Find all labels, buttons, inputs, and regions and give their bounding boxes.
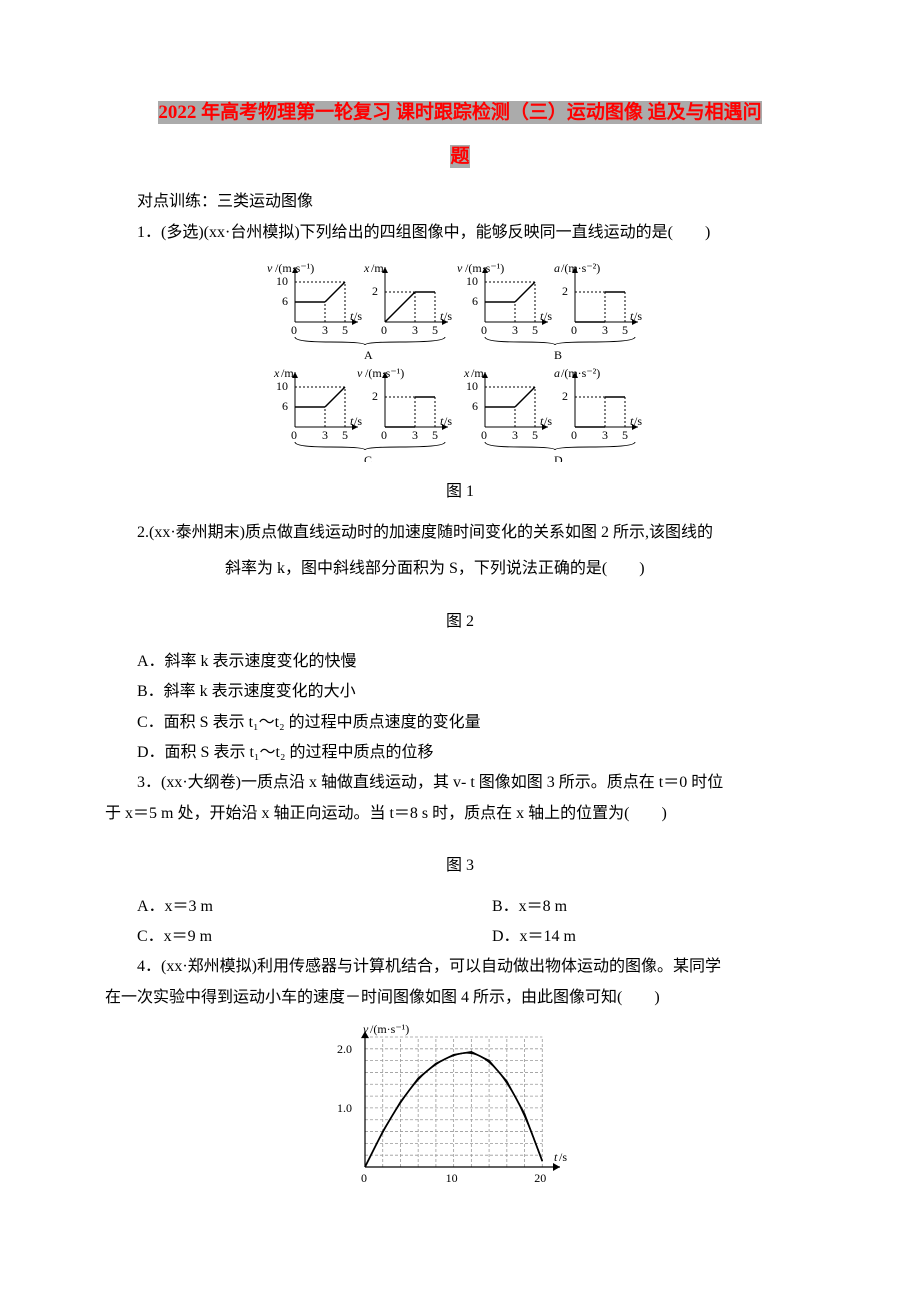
svg-text:3: 3 <box>412 428 418 442</box>
svg-text:6: 6 <box>472 399 478 413</box>
svg-text:3: 3 <box>322 323 328 337</box>
svg-text:a: a <box>554 366 560 380</box>
q2-optB: B．斜率 k 表示速度变化的大小 <box>105 677 815 707</box>
svg-text:/s: /s <box>444 309 452 323</box>
svg-text:/(m·s⁻¹): /(m·s⁻¹) <box>275 261 314 275</box>
svg-text:3: 3 <box>512 428 518 442</box>
svg-text:/(m·s⁻¹): /(m·s⁻¹) <box>370 1022 409 1036</box>
svg-text:5: 5 <box>342 428 348 442</box>
svg-text:5: 5 <box>622 428 628 442</box>
q2-optA: A．斜率 k 表示速度变化的快慢 <box>105 647 815 677</box>
svg-text:6: 6 <box>282 294 288 308</box>
svg-text:x: x <box>463 366 470 380</box>
svg-text:3: 3 <box>602 428 608 442</box>
svg-text:/m: /m <box>471 366 484 380</box>
q3-optB: B．x＝8 m <box>460 892 815 922</box>
svg-text:v: v <box>457 261 463 275</box>
svg-text:v: v <box>267 261 273 275</box>
svg-text:2: 2 <box>372 284 378 298</box>
svg-text:0: 0 <box>571 323 577 337</box>
svg-text:5: 5 <box>432 428 438 442</box>
svg-text:5: 5 <box>622 323 628 337</box>
svg-text:5: 5 <box>532 323 538 337</box>
svg-text:/(m·s⁻¹): /(m·s⁻¹) <box>365 366 404 380</box>
svg-text:2: 2 <box>372 389 378 403</box>
svg-text:/m: /m <box>371 261 384 275</box>
svg-text:/(m·s⁻¹): /(m·s⁻¹) <box>465 261 504 275</box>
q3-optA: A．x＝3 m <box>105 892 460 922</box>
svg-text:0: 0 <box>381 323 387 337</box>
svg-text:20: 20 <box>534 1171 546 1185</box>
svg-text:/s: /s <box>634 414 642 428</box>
svg-text:0: 0 <box>361 1171 367 1185</box>
q4-line1: 4．(xx·郑州模拟)利用传感器与计算机结合，可以自动做出物体运动的图像。某同学 <box>105 952 815 982</box>
q2-line1: 2.(xx·泰州期末)质点做直线运动时的加速度随时间变化的关系如图 2 所示,该… <box>105 518 815 548</box>
svg-text:10: 10 <box>466 274 478 288</box>
svg-text:/(m·s⁻²): /(m·s⁻²) <box>561 366 600 380</box>
q3-optD: D．x＝14 m <box>460 922 815 952</box>
svg-text:B: B <box>554 348 562 362</box>
svg-text:5: 5 <box>432 323 438 337</box>
svg-text:0: 0 <box>481 323 487 337</box>
section-heading: 对点训练：三类运动图像 <box>105 187 815 217</box>
svg-text:3: 3 <box>512 323 518 337</box>
svg-text:10: 10 <box>276 274 288 288</box>
svg-text:/s: /s <box>544 414 552 428</box>
q4-figure: 0 10 20 1.0 2.0 v/(m·s⁻¹) t/s <box>105 1017 815 1203</box>
svg-text:/s: /s <box>634 309 642 323</box>
svg-text:6: 6 <box>472 294 478 308</box>
svg-text:A: A <box>364 348 373 362</box>
q1-figure: v/(m·s⁻¹) t/s 6 10 0 3 5 x/m t/s <box>105 252 815 473</box>
q1-fig-label: 图 1 <box>105 477 815 507</box>
page-title-cont: 题 <box>450 145 469 168</box>
svg-text:6: 6 <box>282 399 288 413</box>
q3-line2: 于 x＝5 m 处，开始沿 x 轴正向运动。当 t＝8 s 时，质点在 x 轴上… <box>105 805 667 822</box>
svg-text:D: D <box>554 453 563 462</box>
svg-text:3: 3 <box>412 323 418 337</box>
svg-text:2.0: 2.0 <box>337 1042 352 1056</box>
svg-text:2: 2 <box>562 389 568 403</box>
svg-text:0: 0 <box>381 428 387 442</box>
q4-line2: 在一次实验中得到运动小车的速度－时间图像如图 4 所示，由此图像可知( ) <box>105 989 660 1006</box>
q3-line1: 3．(xx·大纲卷)一质点沿 x 轴做直线运动，其 v- t 图像如图 3 所示… <box>105 768 815 798</box>
svg-text:C: C <box>364 453 372 462</box>
svg-text:x: x <box>363 261 370 275</box>
svg-text:/s: /s <box>354 414 362 428</box>
svg-text:v: v <box>363 1022 369 1036</box>
svg-text:/m: /m <box>281 366 294 380</box>
svg-text:0: 0 <box>481 428 487 442</box>
q3-optC: C．x＝9 m <box>105 922 460 952</box>
svg-text:/s: /s <box>544 309 552 323</box>
svg-text:2: 2 <box>562 284 568 298</box>
svg-text:t: t <box>554 1150 558 1164</box>
svg-text:10: 10 <box>466 379 478 393</box>
svg-text:0: 0 <box>291 323 297 337</box>
q2-line2: 斜率为 k，图中斜线部分面积为 S，下列说法正确的是( ) <box>105 554 815 584</box>
svg-text:x: x <box>273 366 280 380</box>
svg-text:/(m·s⁻²): /(m·s⁻²) <box>561 261 600 275</box>
q2-optC: C．面积 S 表示 t₁～t₂ 的过程中质点速度的变化量 <box>105 708 815 738</box>
svg-text:0: 0 <box>571 428 577 442</box>
q1-text: 1．(多选)(xx·台州模拟)下列给出的四组图像中，能够反映同一直线运动的是( … <box>105 218 815 248</box>
page-title: 2022 年高考物理第一轮复习 课时跟踪检测（三）运动图像 追及与相遇问 <box>158 101 761 124</box>
q2-fig-label: 图 2 <box>105 607 815 637</box>
svg-text:10: 10 <box>446 1171 458 1185</box>
svg-text:v: v <box>357 366 363 380</box>
q3-fig-label: 图 3 <box>105 851 815 881</box>
svg-text:5: 5 <box>342 323 348 337</box>
svg-text:1.0: 1.0 <box>337 1101 352 1115</box>
svg-text:a: a <box>554 261 560 275</box>
svg-text:3: 3 <box>602 323 608 337</box>
svg-text:/s: /s <box>354 309 362 323</box>
q2-optD: D．面积 S 表示 t₁～t₂ 的过程中质点的位移 <box>105 738 815 768</box>
svg-text:0: 0 <box>291 428 297 442</box>
svg-text:/s: /s <box>559 1150 567 1164</box>
svg-text:3: 3 <box>322 428 328 442</box>
svg-text:/s: /s <box>444 414 452 428</box>
svg-text:5: 5 <box>532 428 538 442</box>
svg-text:10: 10 <box>276 379 288 393</box>
